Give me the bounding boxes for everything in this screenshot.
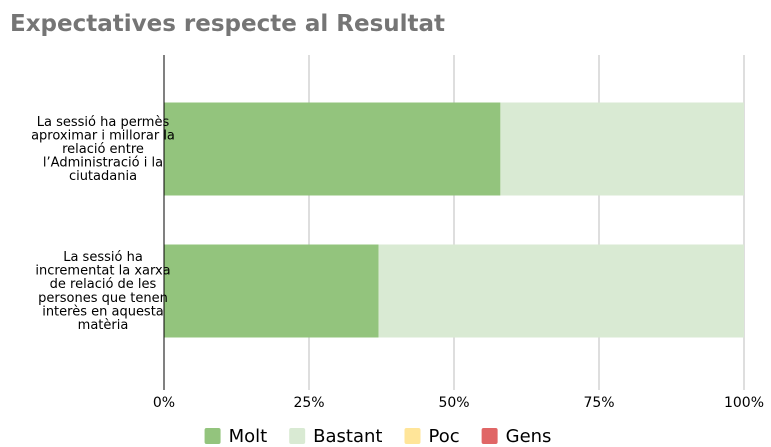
legend: Molt Bastant Poc Gens [204,426,552,447]
legend-label: Gens [506,426,552,447]
bar-segment [164,102,501,196]
legend-label: Molt [229,426,268,447]
x-tick-label: 75% [583,395,614,411]
legend-label: Bastant [313,426,382,447]
bar-segment [378,244,744,338]
legend-label: Poc [428,426,459,447]
y-tick-label: La sessió ha permès aproximar i millorar … [31,114,175,183]
legend-swatch [481,428,498,444]
bar-segment [500,102,744,196]
x-tick-label: 0% [153,395,175,411]
legend-swatch [404,428,421,444]
x-tick-label: 25% [293,395,324,411]
y-tick-label: La sessió ha incrementat la xarxa de relac… [35,250,170,333]
x-tick-label: 50% [438,395,469,411]
bar-segment [164,244,379,338]
x-tick-label: 100% [724,395,764,411]
legend-swatch [204,428,221,444]
chart-title: Expectatives respecte al Resultat [10,11,445,37]
legend-swatch [289,428,306,444]
